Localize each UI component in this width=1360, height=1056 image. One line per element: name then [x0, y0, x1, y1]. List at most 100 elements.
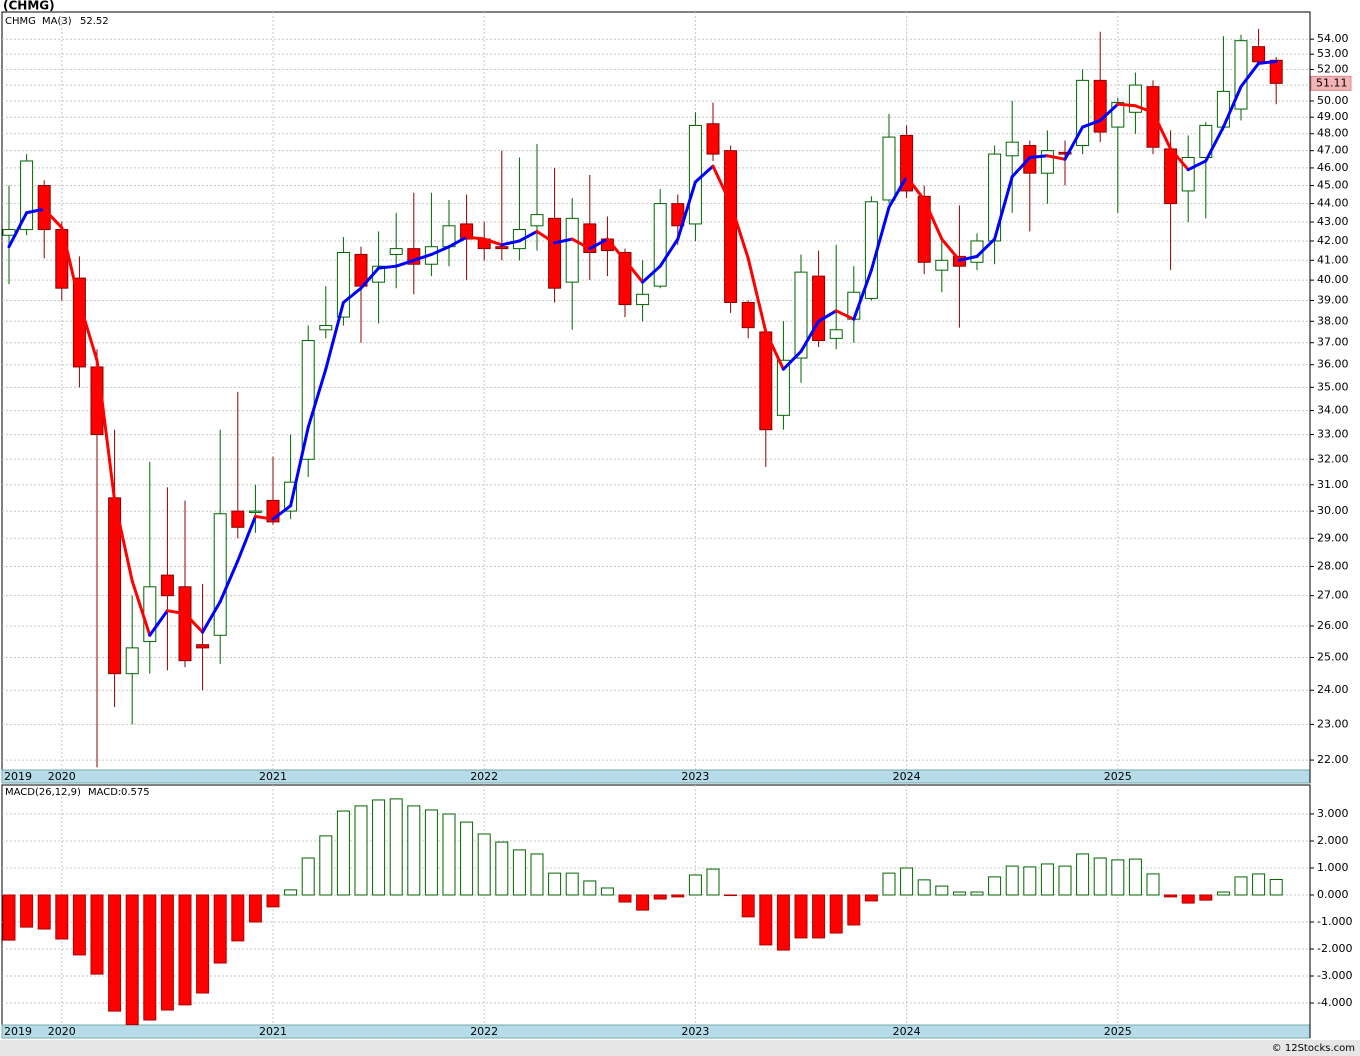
macd-bar	[248, 894, 262, 923]
ma-line-segment	[1116, 102, 1137, 108]
candle-body	[1164, 148, 1178, 205]
macd-bar	[583, 880, 597, 896]
ma-line-segment	[1186, 159, 1208, 172]
ma-line-segment	[429, 245, 451, 256]
macd-bar	[55, 894, 69, 940]
ma-line-segment	[817, 309, 838, 323]
macd-bar	[1128, 858, 1142, 896]
ma-line-segment	[253, 514, 275, 521]
candle-body	[1005, 141, 1019, 157]
candle-body	[688, 124, 702, 225]
y-tick-label: 0.000	[1317, 888, 1349, 901]
ma-line-segment	[1169, 147, 1190, 172]
candle-body	[231, 510, 245, 528]
y-tick-label: 36.00	[1317, 358, 1349, 371]
macd-bar	[2, 894, 16, 941]
macd-bar	[424, 809, 438, 896]
ma-line-segment	[271, 504, 293, 521]
ma-line-segment	[1221, 85, 1243, 129]
macd-bar	[759, 894, 773, 946]
ma-line-segment	[7, 211, 29, 249]
y-tick-label: 30.00	[1317, 504, 1349, 517]
macd-bar	[882, 872, 896, 896]
macd-bar	[847, 894, 861, 926]
candle-body	[160, 574, 174, 597]
ma-line-segment	[922, 198, 944, 241]
y-tick-label: 25.00	[1317, 650, 1349, 663]
y-tick-label: -1.000	[1317, 915, 1352, 928]
last-price-badge	[1310, 75, 1352, 91]
candle-body	[319, 325, 333, 331]
y-tick-label: 32.00	[1317, 452, 1349, 465]
candle-body	[794, 271, 808, 359]
macd-bar	[231, 894, 245, 942]
y-tick-label: 45.00	[1317, 179, 1349, 192]
panel-title: MACD(26,12,9)	[5, 787, 81, 798]
y-tick-label: 1.000	[1317, 861, 1349, 874]
ma-line-segment	[412, 252, 433, 262]
candle-body	[1199, 124, 1213, 159]
ma-line-segment	[676, 180, 697, 241]
candle-body	[55, 229, 69, 289]
ma-line-segment	[517, 229, 539, 243]
macd-bar	[618, 894, 632, 903]
ma-line-segment	[218, 559, 240, 604]
ma-line-segment	[535, 229, 557, 245]
ma-line-segment	[1098, 102, 1120, 122]
ma-line-segment	[641, 264, 662, 284]
macd-bar	[1164, 894, 1178, 898]
x-tick-label: 2023	[681, 1025, 709, 1038]
ma-line-segment	[377, 264, 398, 270]
candle-body	[530, 214, 544, 227]
candle-body	[178, 586, 192, 662]
candle-body	[1216, 90, 1230, 128]
ma-line-segment	[605, 237, 627, 262]
ma-line-segment	[1133, 104, 1155, 114]
y-tick-label: 37.00	[1317, 336, 1349, 349]
macd-bar	[688, 874, 702, 896]
ma-line-segment	[781, 349, 803, 371]
last-price-label: 51.11	[1316, 76, 1348, 89]
y-tick-label: 50.00	[1317, 94, 1349, 107]
x-tick-label: 2020	[48, 770, 76, 783]
macd-bar	[372, 799, 386, 896]
candle-body	[37, 185, 51, 231]
chart-title: (CHMG)	[3, 0, 55, 13]
ma-line-segment	[1204, 125, 1225, 163]
x-tick-label: 2024	[893, 1025, 921, 1038]
candle-body	[495, 246, 509, 250]
candle-body	[935, 259, 949, 271]
legend-name: CHMG	[5, 16, 36, 27]
ma-line-segment	[993, 175, 1014, 241]
candle-body	[1146, 86, 1160, 148]
y-tick-label: 52.00	[1317, 62, 1349, 75]
macd-bar	[90, 894, 104, 975]
macd-bar	[671, 894, 685, 898]
macd-bar	[1023, 866, 1037, 896]
x-tick-label: 2025	[1104, 1025, 1132, 1038]
ma-line-segment	[852, 268, 873, 321]
x-tick-label: 2021	[259, 1025, 287, 1038]
macd-bar	[1040, 863, 1054, 896]
macd-bar	[178, 894, 192, 1006]
y-tick-label: 26.00	[1317, 619, 1349, 632]
macd-bar	[829, 894, 843, 934]
candle-body	[759, 331, 773, 431]
macd-bar	[1199, 894, 1213, 901]
macd-bar	[407, 805, 421, 896]
ma-line-segment	[113, 498, 134, 583]
candle-body	[460, 223, 474, 240]
y-tick-label: 24.00	[1317, 683, 1349, 696]
ma-line-segment	[799, 319, 821, 353]
candle-body	[1040, 150, 1054, 174]
ma-line-segment	[289, 425, 310, 508]
ma-line-segment	[693, 164, 715, 184]
ma-line-segment	[905, 175, 926, 202]
y-tick-label: 23.00	[1317, 717, 1349, 730]
macd-bar	[724, 894, 738, 897]
macd-bar	[900, 867, 914, 896]
macd-bar	[636, 894, 650, 911]
macd-bar	[125, 894, 139, 1026]
macd-bar	[1252, 873, 1266, 896]
candle-body	[1093, 79, 1107, 133]
